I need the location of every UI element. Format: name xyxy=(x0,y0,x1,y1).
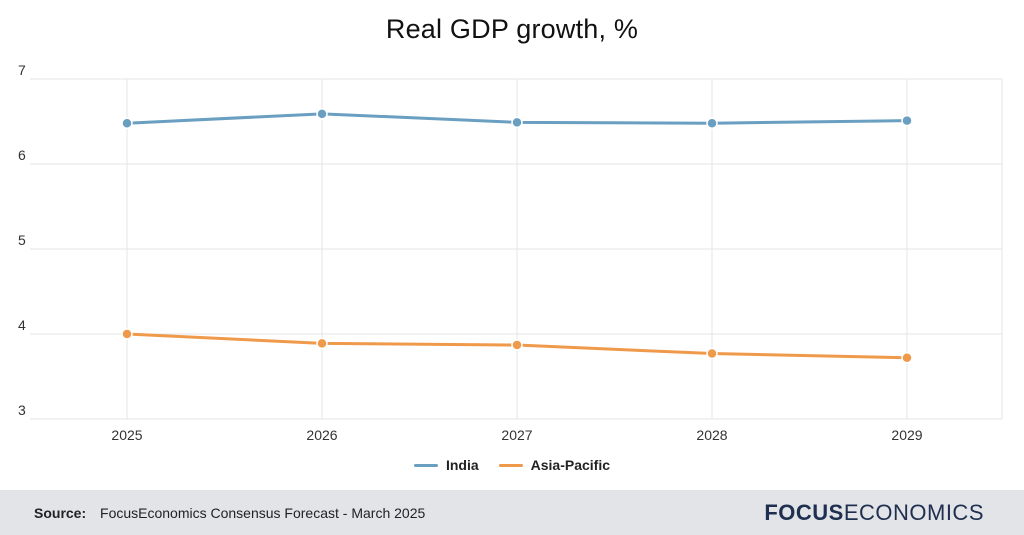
brand-logo[interactable]: FOCUSECONOMICS xyxy=(764,500,984,526)
y-tick-label: 7 xyxy=(18,62,26,78)
data-point-india xyxy=(901,114,913,127)
logo-text-light: ECONOMICS xyxy=(843,499,984,525)
x-tick-label: 2029 xyxy=(891,427,922,443)
y-tick-label: 3 xyxy=(18,402,26,418)
axis-labels: 3 4 5 6 7 2025 2026 2027 2028 2029 xyxy=(18,62,923,443)
data-point-india xyxy=(706,117,718,129)
y-tick-label: 6 xyxy=(18,147,26,163)
x-tick-label: 2026 xyxy=(306,427,337,443)
data-point-india xyxy=(121,117,133,129)
chart-plot: 3 4 5 6 7 2025 2026 2027 2028 2029 xyxy=(18,62,1003,443)
footer: Source: FocusEconomics Consensus Forecas… xyxy=(0,490,1024,535)
legend: India Asia-Pacific xyxy=(0,457,1024,473)
x-tick-label: 2028 xyxy=(696,427,727,443)
logo-text-bold: FOCUS xyxy=(764,499,844,525)
x-tick-label: 2027 xyxy=(501,427,532,443)
data-point-asia-pacific xyxy=(901,352,913,364)
legend-swatch-asia-pacific xyxy=(498,463,523,467)
legend-item-india[interactable]: India xyxy=(413,457,479,473)
data-point-asia-pacific xyxy=(316,337,328,350)
chart-title: Real GDP growth, % xyxy=(385,14,639,44)
data-point-asia-pacific xyxy=(511,339,523,351)
legend-item-asia-pacific[interactable]: Asia-Pacific xyxy=(498,457,611,473)
x-tick-label: 2025 xyxy=(111,427,142,443)
source-note: Source: FocusEconomics Consensus Forecas… xyxy=(34,505,425,521)
source-text: FocusEconomics Consensus Forecast - Marc… xyxy=(100,504,426,521)
data-point-india xyxy=(511,116,523,129)
data-point-asia-pacific xyxy=(706,347,718,360)
source-label: Source: xyxy=(34,504,87,521)
data-point-india xyxy=(316,108,328,120)
legend-label-asia-pacific: Asia-Pacific xyxy=(530,457,611,473)
data-point-asia-pacific xyxy=(121,328,133,340)
series-layer xyxy=(121,108,913,364)
y-tick-label: 5 xyxy=(18,232,26,248)
legend-swatch-india xyxy=(413,463,438,467)
grid-lines xyxy=(30,78,1003,420)
legend-label-india: India xyxy=(445,457,479,473)
y-tick-label: 4 xyxy=(18,317,26,333)
